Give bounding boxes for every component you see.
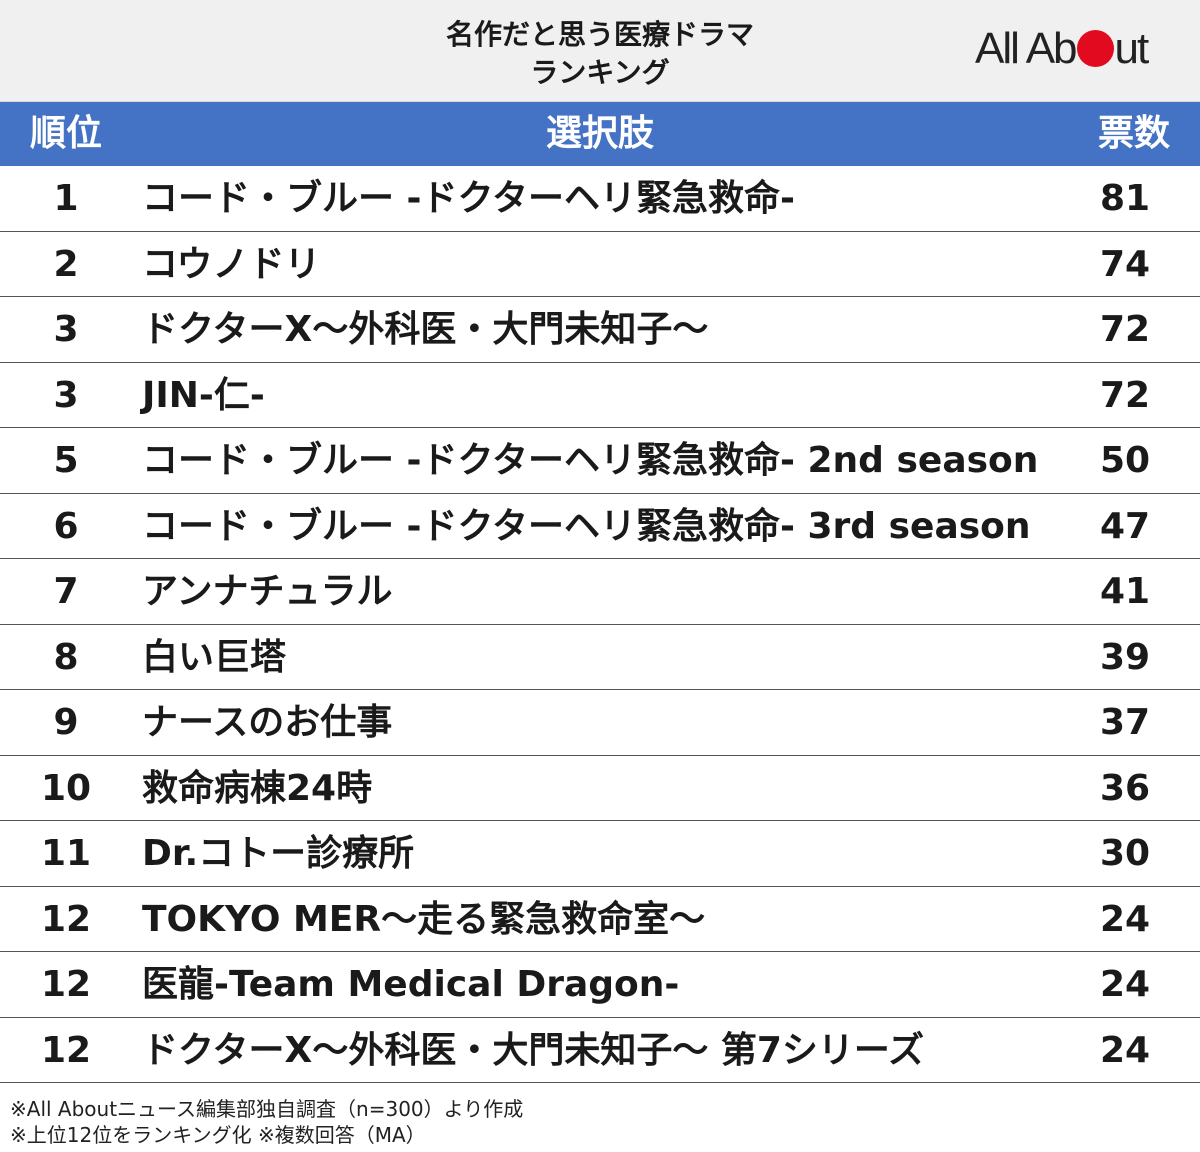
table-row: 8 白い巨塔 39	[0, 625, 1200, 690]
table-row: 3 ドクターX〜外科医・大門未知子〜 72	[0, 297, 1200, 363]
votes-cell: 72	[1099, 374, 1151, 416]
table-row: 12 TOKYO MER〜走る緊急救命室〜 24	[0, 887, 1200, 952]
votes-cell: 39	[1099, 636, 1151, 678]
rank-cell: 5	[53, 440, 79, 481]
choice-cell: ドクターX〜外科医・大門未知子〜 第7シリーズ	[142, 1029, 925, 1071]
votes-cell: 74	[1099, 243, 1151, 285]
votes-cell: 72	[1099, 309, 1151, 350]
rank-cell: 3	[53, 309, 79, 350]
rank-cell: 3	[53, 374, 79, 416]
ranking-table-body: 1 コード・ブルー -ドクターヘリ緊急救命- 81 2 コウノドリ 74 3 ドクターX〜外科…	[0, 166, 1200, 1083]
table-row: 6 コード・ブルー -ドクターヘリ緊急救命- 3rd season 47	[0, 494, 1200, 559]
rank-cell: 12	[40, 964, 92, 1005]
choice-cell: JIN-仁-	[142, 374, 265, 416]
rank-cell: 12	[40, 898, 92, 940]
table-row: 10 救命病棟24時 36	[0, 756, 1200, 821]
rank-cell: 2	[53, 243, 79, 285]
choice-cell: 白い巨塔	[142, 636, 287, 678]
header-bar: 名作だと思う医療ドラマ ランキング All Ab ut	[0, 0, 1200, 102]
logo-text-right: ut	[1114, 24, 1150, 73]
table-row: 2 コウノドリ 74	[0, 232, 1200, 297]
table-row: 7 アンナチュラル 41	[0, 559, 1200, 625]
votes-cell: 24	[1099, 898, 1151, 940]
rank-cell: 6	[53, 505, 79, 547]
table-row: 3 JIN-仁- 72	[0, 363, 1200, 428]
footnote-method: ※上位12位をランキング化 ※複数回答（MA）	[10, 1123, 426, 1147]
table-row: 5 コード・ブルー -ドクターヘリ緊急救命- 2nd season 50	[0, 428, 1200, 494]
choice-cell: 救命病棟24時	[142, 767, 373, 809]
table-header: 選択肢 順位 票数	[0, 102, 1200, 166]
choice-cell: コード・ブルー -ドクターヘリ緊急救命-	[142, 178, 795, 219]
choice-cell: コウノドリ	[142, 243, 321, 285]
votes-cell: 81	[1099, 178, 1151, 219]
table-row: 12 医龍-Team Medical Dragon- 24	[0, 952, 1200, 1018]
votes-cell: 24	[1099, 964, 1151, 1005]
column-header-choice: 選択肢	[545, 113, 654, 154]
choice-cell: TOKYO MER〜走る緊急救命室〜	[142, 898, 706, 940]
votes-cell: 30	[1099, 833, 1151, 874]
rank-cell: 7	[53, 571, 79, 612]
choice-cell: アンナチュラル	[142, 571, 393, 612]
votes-cell: 47	[1099, 505, 1151, 547]
choice-cell: ナースのお仕事	[142, 702, 393, 743]
rank-cell: 9	[53, 702, 79, 743]
choice-cell: ドクターX〜外科医・大門未知子〜	[142, 309, 709, 350]
table-row: 12 ドクターX〜外科医・大門未知子〜 第7シリーズ 24	[0, 1018, 1200, 1083]
chart-title: 名作だと思う医療ドラマ ランキング	[300, 16, 900, 92]
column-header-rank: 順位	[30, 113, 103, 154]
rank-cell: 8	[53, 636, 79, 678]
rank-cell: 1	[53, 178, 79, 219]
votes-cell: 50	[1099, 440, 1151, 481]
choice-cell: コード・ブルー -ドクターヘリ緊急救命- 2nd season	[142, 440, 1039, 481]
votes-cell: 24	[1099, 1029, 1151, 1071]
votes-cell: 36	[1099, 767, 1151, 809]
title-line-1: 名作だと思う医療ドラマ	[445, 18, 754, 51]
votes-cell: 37	[1099, 702, 1151, 743]
title-line-2: ランキング	[530, 56, 670, 89]
table-row: 1 コード・ブルー -ドクターヘリ緊急救命- 81	[0, 166, 1200, 232]
choice-cell: Dr.コトー診療所	[142, 833, 415, 874]
logo-text-left: All Ab	[975, 24, 1078, 73]
logo-red-dot-icon	[1076, 30, 1114, 67]
rank-cell: 11	[40, 833, 92, 874]
table-row: 11 Dr.コトー診療所 30	[0, 821, 1200, 887]
table-row: 9 ナースのお仕事 37	[0, 690, 1200, 756]
choice-cell: コード・ブルー -ドクターヘリ緊急救命- 3rd season	[142, 505, 1031, 547]
column-header-votes: 票数	[1097, 113, 1170, 154]
choice-cell: 医龍-Team Medical Dragon-	[142, 964, 680, 1005]
rank-cell: 10	[40, 767, 92, 809]
all-about-logo: All Ab ut	[975, 24, 1175, 74]
rank-cell: 12	[40, 1029, 92, 1071]
footnote-source: ※All Aboutニュース編集部独自調査（n=300）より作成	[10, 1097, 524, 1121]
footnotes: ※All Aboutニュース編集部独自調査（n=300）より作成 ※上位12位を…	[10, 1096, 523, 1148]
votes-cell: 41	[1099, 571, 1151, 612]
